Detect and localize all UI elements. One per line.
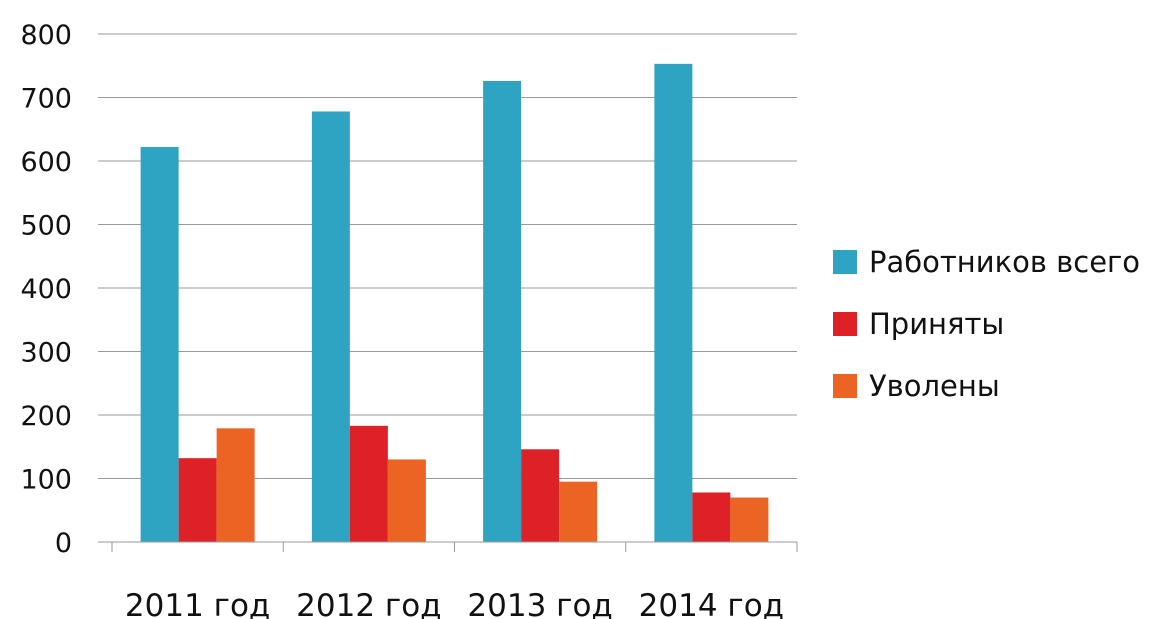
bar-2-2 bbox=[349, 425, 388, 542]
legend-label: Уволены bbox=[869, 369, 1000, 403]
y-tick-label: 400 bbox=[20, 274, 72, 305]
y-axis-tick-labels: 0 100 200 300 400 500 600 700 800 bbox=[20, 20, 72, 559]
legend: Работников всего Приняты Уволены bbox=[833, 245, 1140, 403]
x-axis-category-labels: 2011 год 2012 год 2013 год 2014 год bbox=[125, 588, 784, 619]
x-category-label: 2014 год bbox=[639, 588, 784, 619]
bar-2-3 bbox=[521, 449, 560, 542]
legend-label: Работников всего bbox=[869, 245, 1140, 279]
x-category-label: 2011 год bbox=[125, 588, 270, 619]
bar-1-2 bbox=[311, 111, 350, 542]
legend-label: Приняты bbox=[869, 307, 1004, 341]
x-category-label: 2013 год bbox=[467, 588, 612, 619]
bar-2-4 bbox=[692, 492, 731, 542]
y-tick-label: 600 bbox=[20, 147, 72, 178]
bar-2-1 bbox=[178, 458, 217, 542]
bar-1-1 bbox=[140, 147, 179, 542]
gridlines bbox=[98, 33, 797, 479]
bar-3-1 bbox=[216, 428, 255, 542]
y-tick-label: 500 bbox=[20, 211, 72, 242]
legend-swatch bbox=[833, 374, 857, 398]
bar-3-3 bbox=[559, 481, 598, 542]
y-tick-label: 200 bbox=[20, 401, 72, 432]
y-tick-label: 100 bbox=[20, 465, 72, 496]
bar-1-3 bbox=[483, 80, 522, 543]
y-tick-label: 700 bbox=[20, 84, 72, 115]
y-tick-label: 800 bbox=[20, 20, 72, 51]
bars bbox=[140, 63, 769, 543]
legend-swatch bbox=[833, 312, 857, 336]
x-category-label: 2012 год bbox=[296, 588, 441, 619]
bar-3-2 bbox=[387, 459, 426, 542]
y-tick-label: 0 bbox=[55, 528, 72, 559]
x-axis bbox=[98, 541, 798, 552]
bar-1-4 bbox=[654, 63, 693, 542]
bar-3-4 bbox=[730, 497, 769, 542]
legend-swatch bbox=[833, 250, 857, 274]
y-tick-label: 300 bbox=[20, 338, 72, 369]
